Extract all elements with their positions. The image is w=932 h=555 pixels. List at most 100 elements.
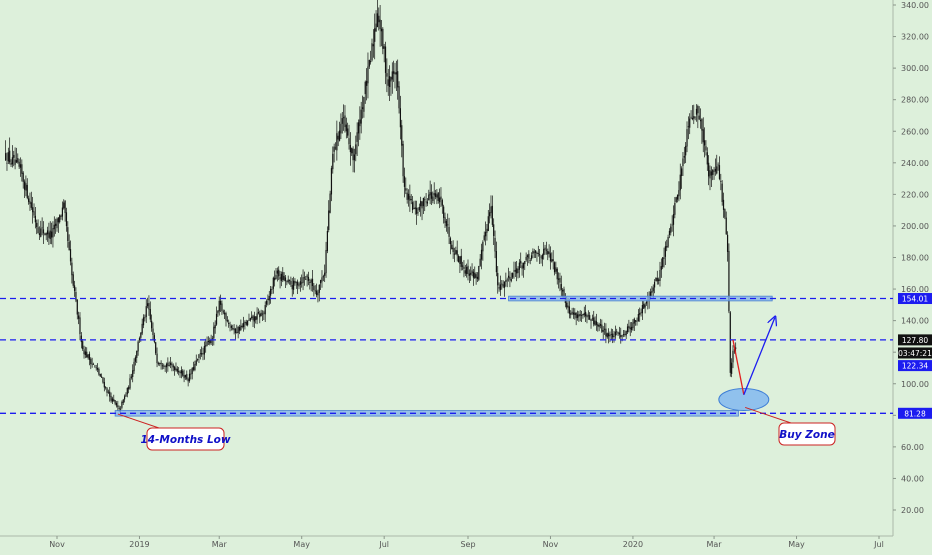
candle-body — [437, 192, 439, 202]
candle-body — [343, 117, 345, 119]
candle-body — [46, 230, 49, 235]
candle-body — [169, 362, 172, 365]
candle-body — [622, 334, 625, 336]
candle-body — [606, 333, 608, 338]
candle-body — [322, 276, 324, 278]
candle-body — [471, 270, 473, 274]
candle-body — [338, 130, 341, 141]
candle-body — [732, 350, 734, 363]
y-tick-label: 180.00 — [901, 254, 929, 263]
candle-body — [493, 224, 495, 236]
price-marker-label: 03:47:21 — [898, 349, 932, 358]
candle-body — [388, 76, 391, 88]
candle-body — [317, 292, 319, 296]
candle-body — [25, 183, 27, 191]
candle-body — [329, 193, 331, 213]
candle-body — [687, 126, 689, 128]
candle-body — [145, 306, 147, 318]
candle-body — [356, 132, 358, 142]
buy-zone-ellipse — [718, 388, 770, 412]
candle-body — [309, 282, 311, 283]
candle-body — [421, 201, 423, 209]
candle-body — [101, 376, 103, 378]
candle-body — [568, 306, 570, 314]
candle-body — [618, 332, 621, 335]
candle-body — [125, 394, 127, 397]
candle-body — [6, 162, 8, 164]
candle-body — [348, 138, 350, 145]
candle-body — [351, 147, 353, 154]
candle-body — [156, 353, 158, 364]
candle-body — [217, 310, 219, 314]
candle-body — [102, 377, 104, 383]
candle-body — [660, 266, 662, 270]
candle-body — [375, 23, 377, 32]
candle-body — [119, 408, 122, 410]
candle-body — [418, 206, 420, 211]
candle-body — [459, 256, 461, 264]
candle-body — [192, 367, 195, 370]
candle-body — [585, 311, 587, 317]
candle-body — [175, 368, 177, 371]
candle-body — [132, 370, 134, 378]
candle-body — [639, 312, 641, 315]
candle-body — [202, 353, 204, 355]
candle-body — [182, 370, 184, 376]
candle-body — [109, 391, 111, 397]
candle-body — [599, 324, 602, 326]
candle-body — [87, 354, 89, 358]
candle-body — [397, 71, 399, 88]
candle-body — [436, 194, 438, 198]
candle-body — [190, 373, 192, 375]
candle-body — [409, 195, 411, 201]
candle-body — [106, 388, 108, 393]
projection-up-arrow — [743, 317, 775, 396]
candle-body — [706, 152, 708, 165]
candle-body — [460, 255, 462, 267]
candle-body — [133, 361, 135, 372]
candle-body — [675, 197, 677, 202]
candle-body — [563, 288, 565, 298]
candle-body — [552, 259, 554, 261]
candle-body — [384, 46, 387, 73]
candle-body — [549, 253, 552, 262]
candle-body — [7, 152, 9, 162]
candle-body — [163, 365, 165, 367]
candle-body — [94, 365, 96, 367]
candle-body — [580, 314, 583, 316]
candle-body — [370, 60, 372, 63]
candle-body — [167, 362, 169, 366]
candle-body — [487, 216, 489, 231]
candle-body — [92, 364, 95, 365]
candle-body — [245, 321, 247, 325]
candle-body — [183, 375, 185, 379]
candle-body — [52, 228, 54, 238]
candle-body — [36, 222, 38, 228]
candle-body — [571, 311, 573, 314]
candle-body — [439, 197, 441, 203]
candle-body — [721, 183, 723, 202]
candle-body — [225, 313, 227, 321]
candle-body — [406, 192, 408, 200]
price-marker-box — [898, 360, 932, 372]
candle-body — [651, 291, 653, 293]
candle-body — [699, 119, 702, 122]
y-tick-label: 240.00 — [901, 159, 929, 168]
candle-body — [107, 391, 109, 393]
candle-body — [11, 157, 13, 165]
candle-body — [724, 209, 726, 218]
candle-body — [478, 265, 480, 280]
candle-body — [479, 258, 481, 266]
candle-body — [432, 196, 434, 201]
candle-body — [614, 331, 616, 336]
candle-body — [593, 317, 595, 325]
candle-body — [21, 164, 23, 174]
candle-body — [443, 206, 445, 218]
candle-body — [726, 234, 729, 252]
candle-body — [326, 231, 328, 252]
price-marker-box — [898, 334, 932, 346]
candle-body — [42, 229, 45, 234]
candle-body — [701, 118, 703, 131]
candle-body — [674, 203, 676, 215]
candle-body — [541, 254, 543, 260]
